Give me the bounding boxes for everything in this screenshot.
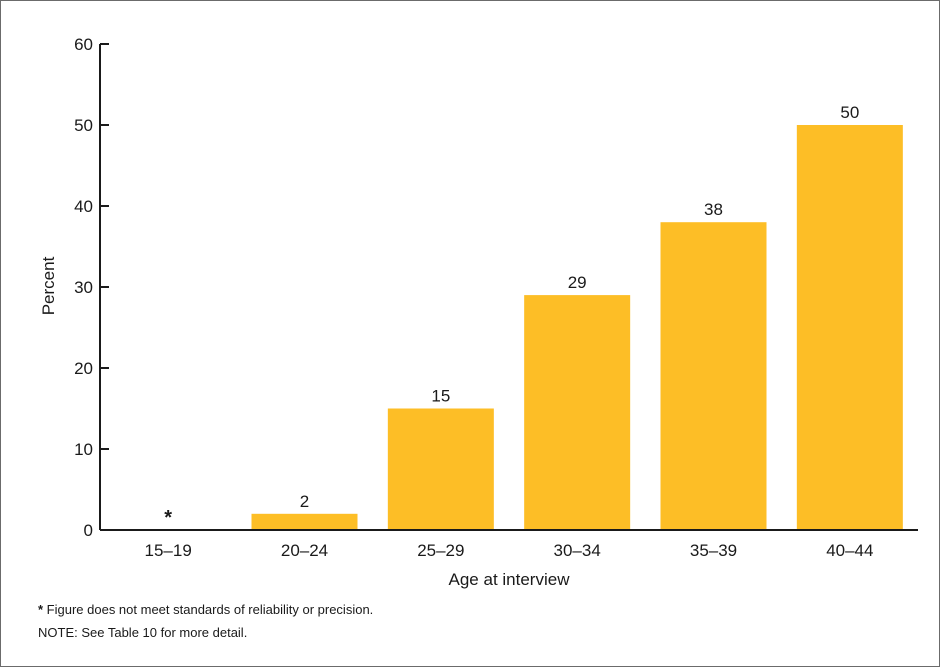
y-tick-label: 10 — [74, 440, 93, 459]
x-tick-label: 20–24 — [281, 541, 328, 560]
footnote-star: * — [38, 602, 44, 617]
bar — [796, 125, 903, 530]
x-tick-label: 25–29 — [417, 541, 464, 560]
bars: * 2 15 29 38 50 — [164, 103, 903, 530]
footnote-star-text: Figure does not meet standards of reliab… — [43, 602, 374, 617]
bar-value-label: 38 — [704, 200, 723, 219]
bar — [387, 408, 494, 530]
bar-value-label: * — [164, 507, 172, 529]
x-tick-label: 35–39 — [690, 541, 737, 560]
y-tick-label: 20 — [74, 359, 93, 378]
footnotes: * Figure does not meet standards of reli… — [38, 598, 373, 644]
bar-value-label: 15 — [431, 387, 450, 406]
reliability-footnote: * Figure does not meet standards of reli… — [38, 598, 373, 621]
y-tick-label: 40 — [74, 197, 93, 216]
x-tick-label: 40–44 — [826, 541, 873, 560]
x-axis: 15–19 20–24 25–29 30–34 35–39 40–44 — [100, 529, 918, 560]
y-tick-label: 0 — [84, 521, 93, 540]
bar — [660, 222, 767, 530]
bar — [524, 295, 631, 530]
bar-value-label: 29 — [568, 273, 587, 292]
bar-value-label: 2 — [300, 492, 309, 511]
x-tick-label: 15–19 — [145, 541, 192, 560]
x-axis-label: Age at interview — [449, 570, 571, 589]
bar — [251, 513, 358, 530]
y-tick-label: 50 — [74, 116, 93, 135]
bar-value-label: 50 — [840, 103, 859, 122]
y-tick-label: 30 — [74, 278, 93, 297]
note-footnote: NOTE: See Table 10 for more detail. — [38, 625, 248, 640]
y-tick-label: 60 — [74, 35, 93, 54]
y-axis: 0 10 20 30 40 50 60 — [74, 35, 109, 540]
y-axis-label: Percent — [39, 256, 58, 315]
x-tick-label: 30–34 — [554, 541, 601, 560]
